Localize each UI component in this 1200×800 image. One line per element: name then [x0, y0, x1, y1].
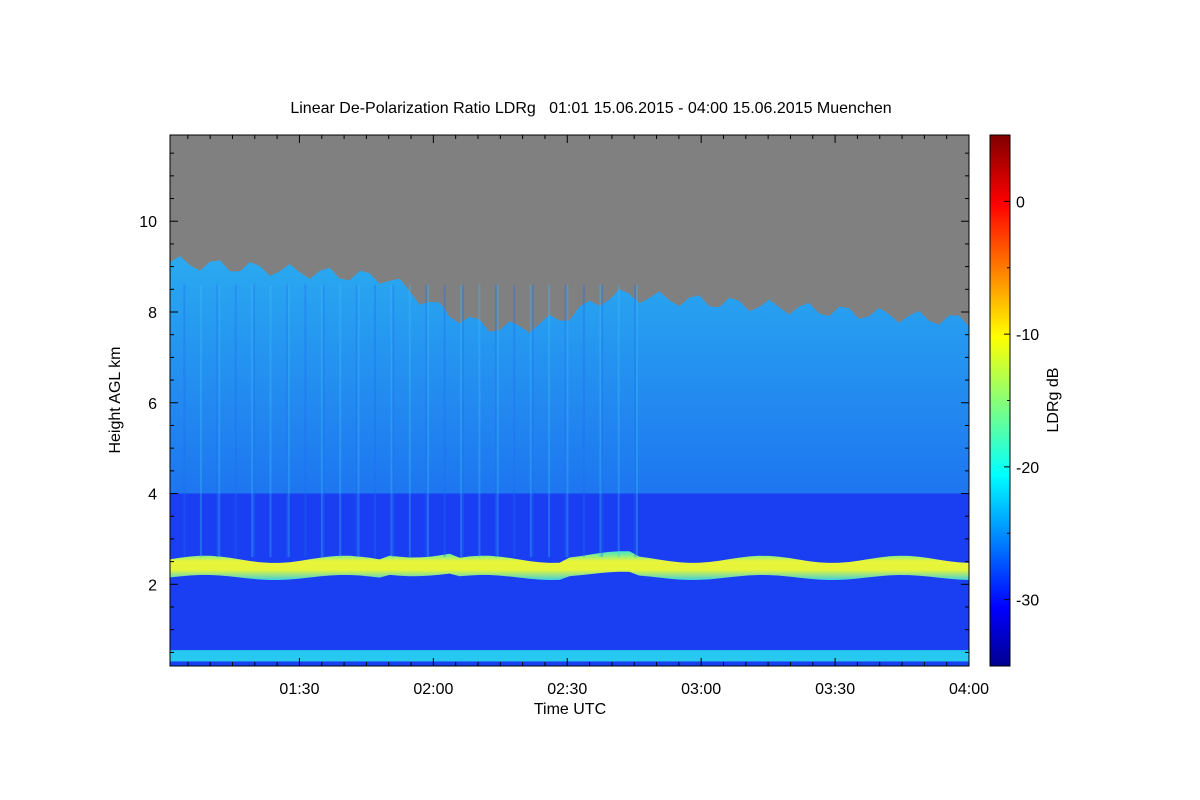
fall-streak	[425, 284, 428, 558]
fall-streak	[461, 284, 464, 558]
y-tick-label: 8	[148, 305, 157, 322]
plot-frame	[169, 134, 970, 667]
x-tick-label: 02:30	[547, 681, 587, 698]
chart-title: Linear De-Polarization Ratio LDRg 01:01 …	[290, 100, 891, 117]
x-tick-label: 03:30	[815, 681, 855, 698]
colorbar-tick-label: -30	[1016, 593, 1039, 610]
plot-area	[170, 135, 969, 666]
y-tick-label: 10	[139, 214, 157, 231]
fall-streak	[374, 284, 376, 558]
x-tick-label: 03:00	[681, 681, 721, 698]
colorbar-tick-label: -20	[1016, 460, 1039, 477]
x-axis-label: Time UTC	[534, 701, 606, 718]
fall-streak	[478, 284, 481, 558]
fall-streak	[339, 284, 342, 558]
fall-streak	[495, 284, 497, 558]
colorbar-ticks: 0 -10 -20 -30	[1004, 194, 1039, 610]
fall-streak	[531, 284, 534, 558]
fall-streak	[408, 284, 411, 558]
fall-streak	[460, 284, 463, 558]
y-axis: 2 4 6 8 10	[139, 152, 969, 653]
colorbar-label: LDRg dB	[1045, 368, 1062, 433]
fall-streak	[636, 284, 638, 558]
streaks	[183, 284, 638, 558]
y-tick-label: 2	[148, 577, 157, 594]
colorbar-tick-label: -10	[1016, 327, 1039, 344]
fall-streak	[355, 284, 358, 558]
fall-streak	[287, 284, 290, 558]
fall-streak	[443, 284, 446, 558]
x-axis: 01:30 02:00 02:30 03:00 03:30 04:00	[187, 135, 989, 698]
ground-layer	[170, 661, 969, 666]
fall-streak	[496, 284, 499, 558]
fall-streak	[529, 284, 532, 558]
y-axis-label: Height AGL km	[107, 346, 124, 453]
fall-streak	[216, 284, 219, 558]
x-tick-label: 04:00	[949, 681, 989, 698]
fall-streak	[634, 284, 637, 558]
fall-streak	[286, 284, 289, 558]
fall-streak	[269, 284, 272, 558]
fall-streak	[582, 284, 585, 558]
fall-streak	[513, 284, 516, 558]
x-tick-label: 01:30	[279, 681, 319, 698]
colorbar: 0 -10 -20 -30 LDRg dB	[989, 134, 1062, 667]
fall-streak	[320, 284, 323, 558]
y-tick-label: 6	[148, 396, 157, 413]
fall-streak	[251, 284, 254, 558]
fall-streak	[304, 284, 307, 558]
fall-streak	[599, 284, 602, 558]
x-tick-label: 02:00	[413, 681, 453, 698]
lower-atmosphere	[170, 493, 969, 666]
y-tick-label: 4	[148, 487, 157, 504]
fall-streak	[427, 284, 430, 558]
fall-streak	[601, 284, 604, 558]
fall-streak	[617, 284, 620, 558]
surface-layer	[170, 650, 969, 662]
fall-streak	[390, 284, 393, 558]
fall-streak	[218, 284, 221, 558]
boundary-layer-band	[170, 551, 969, 580]
fall-streak	[564, 284, 567, 558]
fall-streak	[183, 284, 186, 558]
fall-streak	[253, 284, 255, 558]
colorbar-tick-label: 0	[1016, 194, 1025, 211]
fall-streak	[199, 284, 202, 558]
fall-streak	[234, 284, 237, 558]
fall-streak	[357, 284, 360, 558]
fall-streak	[566, 284, 569, 558]
fall-streak	[322, 284, 325, 558]
fall-streak	[392, 284, 395, 558]
fall-streak	[548, 284, 551, 558]
